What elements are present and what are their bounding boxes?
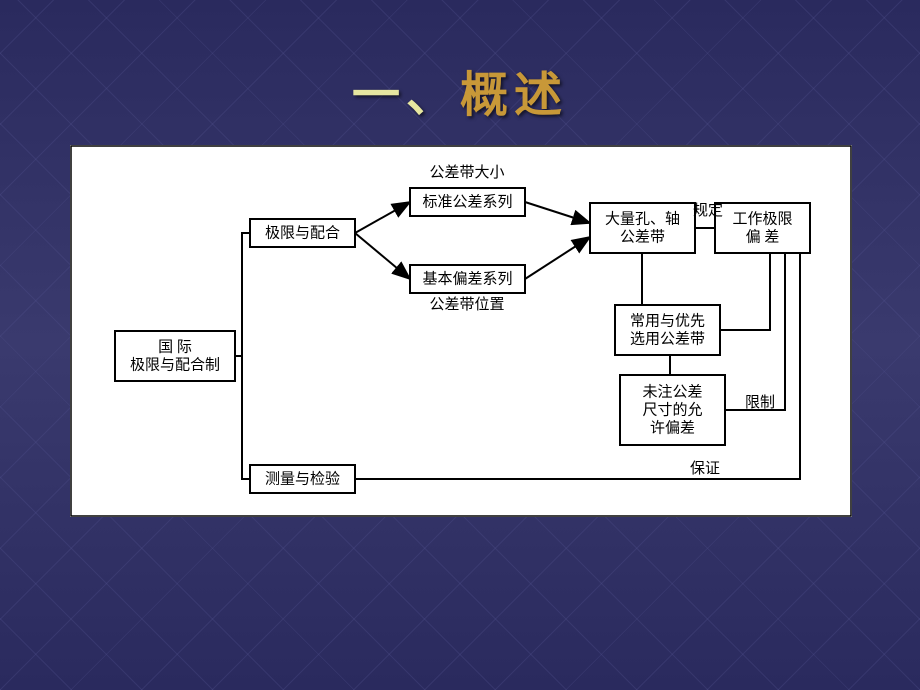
node-text-untol-1: 尺寸的允 — [642, 401, 702, 418]
node-text-mass-1: 公差带 — [620, 228, 665, 245]
flowchart-svg: 国 际极限与配合制极限与配合标准公差系列基本偏差系列大量孔、轴公差带工作极限偏 … — [70, 145, 852, 517]
node-text-work-0: 工作极限 — [732, 210, 792, 227]
node-fit: 极限与配合 — [250, 219, 355, 247]
node-std: 标准公差系列 — [410, 188, 525, 216]
node-common: 常用与优先选用公差带 — [615, 305, 720, 355]
slide-title: 一、概述 — [0, 55, 920, 125]
node-text-fit-0: 极限与配合 — [265, 224, 340, 241]
node-text-root-0: 国 际 — [158, 338, 192, 355]
node-base: 基本偏差系列 — [410, 265, 525, 293]
node-text-work-1: 偏 差 — [746, 228, 780, 245]
node-text-root-1: 极限与配合制 — [130, 356, 220, 373]
node-root: 国 际极限与配合制 — [115, 331, 235, 381]
title-prefix: 一、 — [352, 69, 460, 122]
node-text-mass-0: 大量孔、轴 — [605, 210, 680, 227]
node-measure: 测量与检验 — [250, 465, 355, 493]
node-text-measure-0: 测量与检验 — [265, 470, 340, 487]
node-text-base-0: 基本偏差系列 — [422, 270, 512, 287]
label-rule: 规定 — [693, 202, 723, 219]
title-main: 概述 — [460, 69, 568, 122]
node-text-common-0: 常用与优先 — [630, 312, 705, 329]
label-pos: 公差带位置 — [429, 296, 504, 313]
node-text-untol-0: 未注公差 — [642, 383, 702, 400]
node-mass: 大量孔、轴公差带 — [590, 203, 695, 253]
label-limit: 限制 — [745, 394, 775, 411]
node-text-untol-2: 许偏差 — [650, 419, 695, 436]
node-work: 工作极限偏 差 — [715, 203, 810, 253]
label-size: 公差带大小 — [429, 164, 504, 181]
label-guarantee: 保证 — [690, 460, 720, 477]
node-text-common-1: 选用公差带 — [630, 330, 705, 347]
node-text-std-0: 标准公差系列 — [422, 193, 512, 210]
node-untol: 未注公差尺寸的允许偏差 — [620, 375, 725, 445]
flowchart-container: 国 际极限与配合制极限与配合标准公差系列基本偏差系列大量孔、轴公差带工作极限偏 … — [70, 145, 852, 517]
